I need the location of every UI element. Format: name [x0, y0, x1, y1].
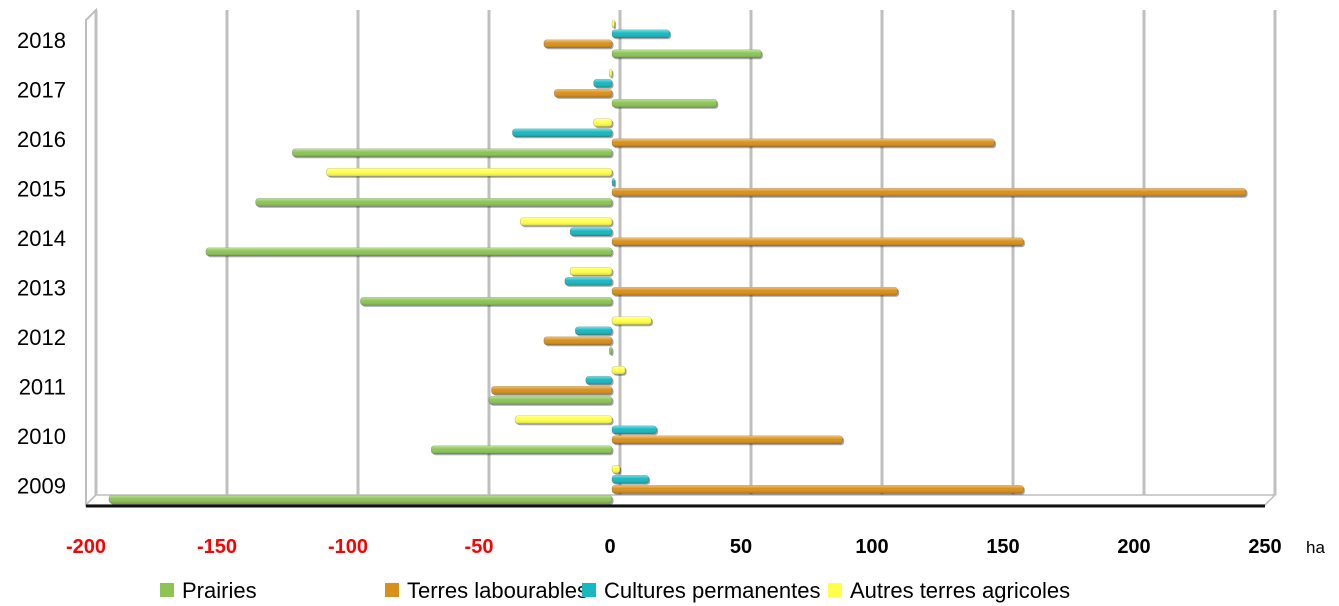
category-labels: 2009 2010 2011 2012 2013 2014 2015 2016 2017 2018	[17, 28, 66, 499]
x-axis-unit-label: ha	[1306, 538, 1325, 557]
category-label: 2012	[17, 325, 66, 350]
legend-swatch	[160, 583, 174, 597]
bar	[609, 68, 614, 79]
category-label: 2018	[17, 28, 66, 53]
bar	[255, 197, 614, 208]
bar	[611, 435, 845, 446]
chart-walls	[84, 7, 1277, 508]
bar	[611, 365, 627, 376]
bar	[611, 19, 617, 30]
bar	[593, 118, 614, 129]
bar	[611, 29, 672, 40]
category-label: 2015	[17, 176, 66, 201]
category-label: 2011	[19, 374, 66, 399]
bar	[611, 484, 1025, 495]
bar	[611, 49, 763, 60]
bar	[585, 375, 614, 386]
legend-item: Cultures permanentes	[582, 578, 820, 603]
legend-label: Cultures permanentes	[604, 578, 820, 603]
x-tick-label: -200	[66, 536, 106, 558]
bar	[611, 187, 1248, 198]
bar	[514, 415, 614, 426]
bar	[512, 128, 614, 139]
category-label: 2013	[17, 275, 66, 300]
legend-swatch	[828, 583, 842, 597]
x-tick-label: 250	[1248, 536, 1281, 558]
x-tick-label: -50	[465, 536, 494, 558]
bar	[593, 78, 614, 89]
bars-layer	[108, 19, 1248, 505]
legend-swatch	[385, 583, 399, 597]
bar	[205, 247, 614, 258]
bar	[611, 286, 900, 297]
legend: Prairies Terres labourables Cultures perma…	[160, 578, 1070, 603]
bar	[360, 296, 614, 307]
bar	[611, 474, 651, 485]
x-tick-label: -100	[328, 536, 368, 558]
bar	[575, 326, 614, 337]
legend-label: Prairies	[182, 578, 257, 603]
bar	[108, 494, 614, 505]
legend-item: Prairies	[160, 578, 257, 603]
bar	[543, 336, 614, 347]
bar	[569, 227, 614, 238]
bar	[488, 395, 614, 406]
bar	[611, 425, 659, 436]
bar	[609, 346, 614, 357]
bar	[519, 217, 614, 228]
bar	[430, 445, 614, 456]
bar	[564, 276, 614, 287]
category-label: 2016	[17, 127, 66, 152]
category-label: 2009	[17, 473, 66, 498]
bar	[292, 148, 614, 159]
legend-label: Autres terres agricoles	[850, 578, 1070, 603]
bar	[611, 138, 997, 149]
category-label: 2014	[17, 226, 66, 251]
x-tick-label: 100	[855, 536, 888, 558]
category-label: 2010	[17, 424, 66, 449]
bar	[554, 88, 614, 99]
bar	[611, 237, 1025, 248]
legend-label: Terres labourables	[407, 578, 588, 603]
bar	[611, 316, 653, 327]
x-tick-label: -150	[197, 536, 237, 558]
legend-item: Autres terres agricoles	[828, 578, 1070, 603]
category-label: 2017	[17, 77, 66, 102]
x-tick-labels: -200 -150 -100 -50 0 50 100 150 200 250	[66, 536, 1282, 558]
bar	[543, 39, 614, 50]
bar	[326, 167, 614, 178]
legend-item: Terres labourables	[385, 578, 588, 603]
x-tick-label: 200	[1117, 536, 1150, 558]
x-tick-label: 150	[986, 536, 1019, 558]
bar	[569, 266, 614, 277]
legend-swatch	[582, 583, 596, 597]
x-tick-label: 0	[604, 536, 615, 558]
bar	[611, 464, 622, 475]
bar	[611, 98, 719, 109]
bar	[491, 385, 614, 396]
bar	[611, 177, 617, 188]
x-tick-label: 50	[730, 536, 752, 558]
